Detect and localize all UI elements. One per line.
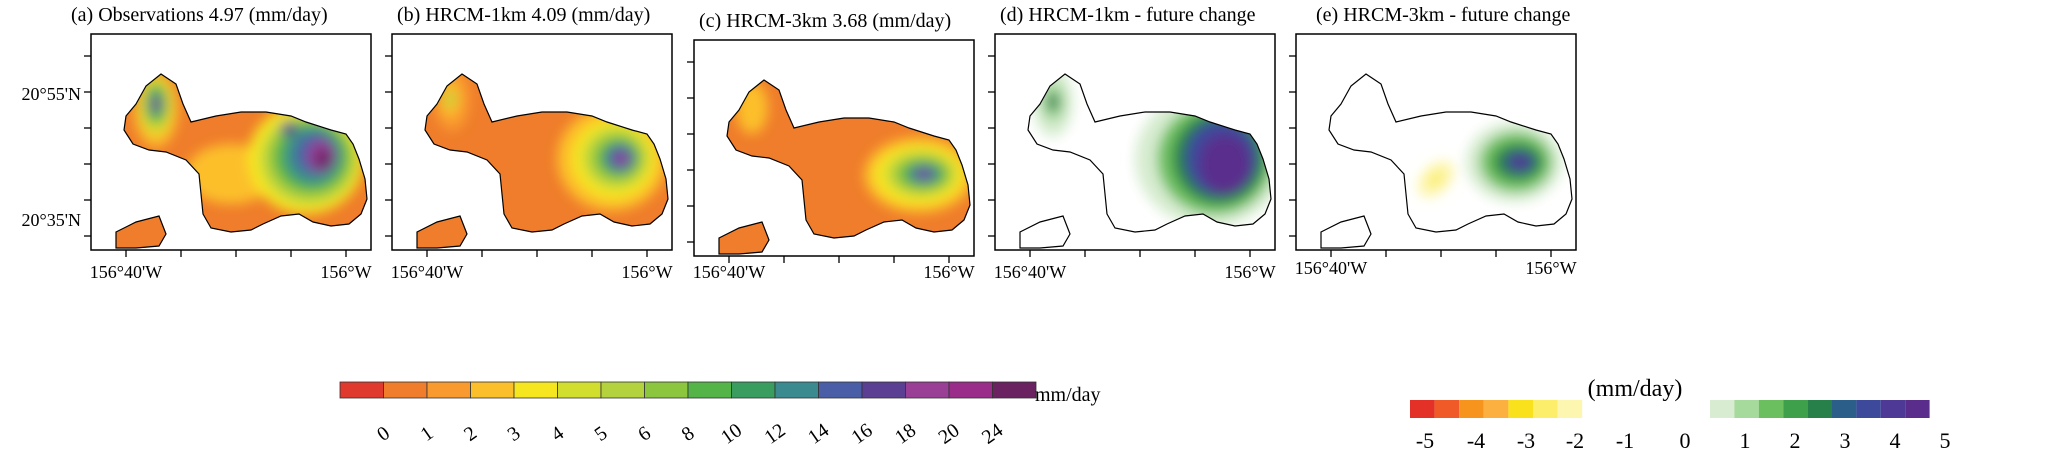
colorbar-change-pos-cell <box>1905 400 1930 418</box>
colorbar-precip-cell <box>818 381 863 399</box>
colorbar-precip-tick-label: 1 <box>417 422 438 446</box>
colorbar-precip-cell <box>687 381 732 399</box>
colorbar-change-tick-label: -4 <box>1467 428 1485 453</box>
colorbar-precip-cell <box>731 381 776 399</box>
colorbar-precip-tick-label: 2 <box>460 422 481 446</box>
colorbar-change-labels: -5 -4 -3 -2 -1 0 1 2 3 4 5 <box>1416 428 1951 453</box>
colorbar-change-pos-cell <box>1783 400 1808 418</box>
colorbar-precip-cells <box>339 381 1037 399</box>
map-ticks <box>84 55 347 257</box>
panel-title: (a) Observations 4.97 (mm/day) <box>71 4 328 26</box>
colorbar-precip-tick-label: 10 <box>717 419 746 448</box>
panel-title: (e) HRCM-3km - future change <box>1316 4 1570 26</box>
map-ticks <box>687 61 950 263</box>
change-field <box>1417 122 1562 202</box>
panel-hrcm-1km: (b) HRCM-1km 4.09 (mm/day) 156°40'W 156°… <box>385 4 673 282</box>
map-ticks <box>1289 55 1552 257</box>
colorbar-change-pos-cell <box>1710 400 1735 418</box>
colorbar-change-pos-cell <box>1758 400 1784 418</box>
colorbar-change-neg-cell <box>1410 400 1435 418</box>
lon-label-east: 156°W <box>320 262 371 282</box>
colorbar-precip-tick-label: 6 <box>634 422 655 446</box>
colorbar-change-neg-cell <box>1533 400 1558 418</box>
lon-label-west: 156°40'W <box>693 262 765 282</box>
colorbar-precip-tick-label: 16 <box>847 419 876 448</box>
colorbar-change: (mm/day) -5 -4 -3 -2 -1 0 1 2 3 4 5 <box>1410 376 1951 453</box>
lon-label-east: 156°W <box>1525 258 1576 278</box>
colorbar-precip-tick-label: 3 <box>504 422 525 446</box>
colorbar-precip-cell <box>774 381 819 399</box>
lon-label-west: 156°40'W <box>1295 258 1367 278</box>
lon-label-west: 156°40'W <box>391 262 463 282</box>
map-ticks <box>988 55 1251 257</box>
colorbar-change-tick-label: 2 <box>1790 428 1801 453</box>
colorbar-precip-cell <box>644 381 689 399</box>
colorbar-precip-tick-label: 12 <box>760 419 789 448</box>
colorbar-precip-cell <box>948 381 993 399</box>
colorbar-precip-tick-label: 5 <box>591 422 612 446</box>
lat-label-south: 20°35'N <box>22 210 81 230</box>
colorbar-change-tick-label: 5 <box>1940 428 1951 453</box>
colorbar-change-pos-cell <box>1807 400 1832 418</box>
colorbar-precip-cell <box>470 381 515 399</box>
lon-label-west: 156°40'W <box>90 262 162 282</box>
colorbar-precip-tick-label: 8 <box>678 422 699 446</box>
panel-title: (b) HRCM-1km 4.09 (mm/day) <box>397 4 650 26</box>
colorbar-change-tick-label: 1 <box>1740 428 1751 453</box>
colorbar-change-tick-label: 4 <box>1890 428 1901 453</box>
colorbar-precip-cell <box>992 381 1037 399</box>
colorbar-change-unit: (mm/day) <box>1588 376 1683 402</box>
map-ticks <box>385 55 648 257</box>
panel-title: (d) HRCM-1km - future change <box>1000 4 1256 26</box>
lon-label-west: 156°40'W <box>994 262 1066 282</box>
colorbar-change-pos-cell <box>1734 400 1759 418</box>
panel-hrcm-3km: (c) HRCM-3km 3.68 (mm/day) 156°40'W 156°… <box>687 10 975 282</box>
lat-label-north: 20°55'N <box>22 84 81 104</box>
colorbar-precip-tick-label: 18 <box>891 419 920 448</box>
colorbar-precip-tick-label: 4 <box>547 422 568 446</box>
colorbar-change-neg-cell <box>1459 400 1484 418</box>
colorbar-precip-cell <box>600 381 645 399</box>
colorbar-precip-unit: mm/day <box>1035 384 1101 406</box>
colorbar-precip-cell <box>905 381 950 399</box>
colorbar-change-cells <box>1410 400 1930 418</box>
colorbar-change-tick-label: -5 <box>1416 428 1434 453</box>
colorbar-change-pos-cell <box>1880 400 1906 418</box>
colorbar-precip-cell <box>383 381 428 399</box>
lon-label-east: 156°W <box>1224 262 1275 282</box>
colorbar-precip: 0 1 2 3 4 5 6 8 10 12 14 16 18 20 24 mm/day <box>339 381 1101 449</box>
colorbar-precip-cell <box>339 381 384 399</box>
colorbar-precip-labels: 0 1 2 3 4 5 6 8 10 12 14 16 18 20 24 <box>373 419 1007 448</box>
colorbar-precip-cell <box>557 381 602 399</box>
lon-label-east: 156°W <box>621 262 672 282</box>
colorbar-precip-cell <box>426 381 471 399</box>
panel-title: (c) HRCM-3km 3.68 (mm/day) <box>699 10 951 32</box>
lon-label-east: 156°W <box>923 262 974 282</box>
colorbar-change-tick-label: -3 <box>1517 428 1535 453</box>
colorbar-change-neg-cell <box>1483 400 1509 418</box>
colorbar-precip-cell <box>861 381 906 399</box>
colorbar-change-neg-cell <box>1508 400 1533 418</box>
colorbar-precip-tick-label: 24 <box>978 419 1007 448</box>
colorbar-change-tick-label: -2 <box>1566 428 1584 453</box>
colorbar-change-tick-label: 0 <box>1680 428 1691 453</box>
colorbar-change-pos-cell <box>1856 400 1881 418</box>
panel-hrcm-3km-change: (e) HRCM-3km - future change 156°40'W 15… <box>1289 4 1577 278</box>
colorbar-change-neg-cell <box>1557 400 1583 418</box>
panel-hrcm-1km-change: (d) HRCM-1km - future change 156°40'W 15… <box>988 4 1276 282</box>
colorbar-precip-tick-label: 20 <box>934 419 963 448</box>
colorbar-change-tick-label: -1 <box>1616 428 1634 453</box>
panel-observations: (a) Observations 4.97 (mm/day) <box>22 4 372 282</box>
colorbar-change-neg-cell <box>1434 400 1460 418</box>
colorbar-precip-cell <box>513 381 558 399</box>
colorbar-precip-tick-label: 0 <box>373 422 394 446</box>
colorbar-precip-tick-label: 14 <box>804 419 833 448</box>
colorbar-change-tick-label: 3 <box>1840 428 1851 453</box>
colorbar-change-pos-cell <box>1832 400 1857 418</box>
